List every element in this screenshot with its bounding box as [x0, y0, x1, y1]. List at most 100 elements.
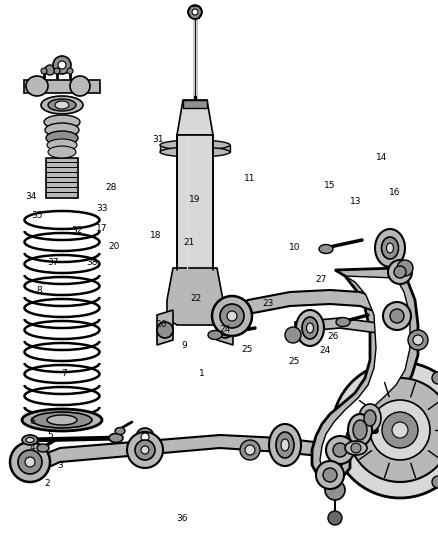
Text: 37: 37: [47, 258, 59, 266]
Text: 14: 14: [376, 153, 387, 161]
Circle shape: [390, 309, 404, 323]
Circle shape: [10, 442, 50, 482]
Circle shape: [323, 468, 337, 482]
Text: 17: 17: [95, 224, 107, 232]
Text: 4: 4: [30, 443, 35, 452]
Ellipse shape: [48, 146, 76, 158]
Text: 26: 26: [328, 333, 339, 341]
Ellipse shape: [109, 433, 123, 442]
Polygon shape: [24, 80, 100, 93]
Circle shape: [408, 330, 428, 350]
Polygon shape: [230, 290, 398, 322]
Polygon shape: [295, 318, 398, 340]
Text: 22: 22: [191, 294, 202, 303]
Circle shape: [220, 304, 244, 328]
Ellipse shape: [22, 409, 102, 431]
Ellipse shape: [302, 317, 318, 339]
Circle shape: [285, 327, 301, 343]
Circle shape: [394, 266, 406, 278]
Ellipse shape: [32, 412, 92, 428]
Text: 34: 34: [25, 192, 37, 200]
Circle shape: [328, 511, 342, 525]
Text: 36: 36: [177, 514, 188, 522]
Circle shape: [141, 433, 149, 441]
Polygon shape: [312, 268, 418, 480]
Circle shape: [135, 440, 155, 460]
Text: 13: 13: [350, 197, 362, 206]
Ellipse shape: [359, 404, 381, 432]
Ellipse shape: [55, 101, 69, 109]
Circle shape: [25, 457, 35, 467]
Circle shape: [348, 378, 438, 482]
Circle shape: [432, 372, 438, 384]
Circle shape: [217, 322, 233, 338]
Polygon shape: [167, 268, 223, 325]
Circle shape: [325, 480, 345, 500]
Polygon shape: [160, 145, 230, 152]
Text: 25: 25: [288, 357, 300, 366]
Text: 20: 20: [109, 242, 120, 251]
Ellipse shape: [41, 96, 83, 114]
Text: 15: 15: [324, 181, 336, 190]
Text: 28: 28: [105, 183, 117, 192]
Text: 26: 26: [155, 320, 167, 328]
Circle shape: [188, 5, 202, 19]
Bar: [46, 158, 78, 198]
Ellipse shape: [281, 439, 289, 451]
Circle shape: [136, 428, 154, 446]
Circle shape: [53, 56, 71, 74]
Ellipse shape: [44, 115, 80, 129]
Ellipse shape: [22, 435, 38, 445]
Ellipse shape: [381, 237, 399, 259]
Text: 10: 10: [289, 244, 300, 252]
Circle shape: [326, 436, 354, 464]
Bar: [183, 100, 207, 108]
Ellipse shape: [160, 147, 230, 157]
Ellipse shape: [276, 432, 294, 458]
Ellipse shape: [48, 99, 76, 111]
Ellipse shape: [26, 76, 48, 96]
Polygon shape: [177, 100, 213, 135]
Ellipse shape: [319, 245, 333, 254]
Ellipse shape: [345, 441, 367, 455]
Circle shape: [383, 302, 411, 330]
Ellipse shape: [348, 414, 372, 446]
Text: 38: 38: [87, 258, 98, 266]
Circle shape: [245, 445, 255, 455]
Ellipse shape: [269, 424, 301, 466]
Circle shape: [351, 443, 361, 453]
Circle shape: [413, 335, 423, 345]
Ellipse shape: [375, 229, 405, 267]
Text: 1: 1: [199, 369, 205, 377]
Circle shape: [333, 443, 347, 457]
Ellipse shape: [26, 438, 34, 442]
Text: 5: 5: [47, 432, 53, 440]
Circle shape: [212, 296, 252, 336]
Ellipse shape: [160, 140, 230, 150]
Ellipse shape: [37, 444, 49, 452]
Text: 32: 32: [71, 226, 82, 235]
Circle shape: [388, 260, 412, 284]
Circle shape: [392, 422, 408, 438]
Circle shape: [127, 432, 163, 468]
Text: 24: 24: [219, 325, 230, 334]
Text: 33: 33: [96, 205, 108, 213]
Circle shape: [227, 311, 237, 321]
Text: 31: 31: [152, 135, 164, 144]
Text: 11: 11: [244, 174, 256, 183]
Ellipse shape: [46, 131, 78, 145]
Circle shape: [45, 65, 55, 75]
Text: 21: 21: [183, 238, 194, 247]
Polygon shape: [177, 135, 213, 270]
Circle shape: [316, 461, 344, 489]
Ellipse shape: [115, 427, 125, 434]
Text: 7: 7: [61, 369, 67, 377]
Text: 23: 23: [262, 300, 273, 308]
Ellipse shape: [353, 420, 367, 440]
Circle shape: [332, 362, 438, 498]
Circle shape: [67, 68, 73, 74]
Text: 19: 19: [189, 196, 201, 204]
Ellipse shape: [386, 243, 393, 253]
Ellipse shape: [70, 76, 90, 96]
Text: 24: 24: [320, 346, 331, 355]
